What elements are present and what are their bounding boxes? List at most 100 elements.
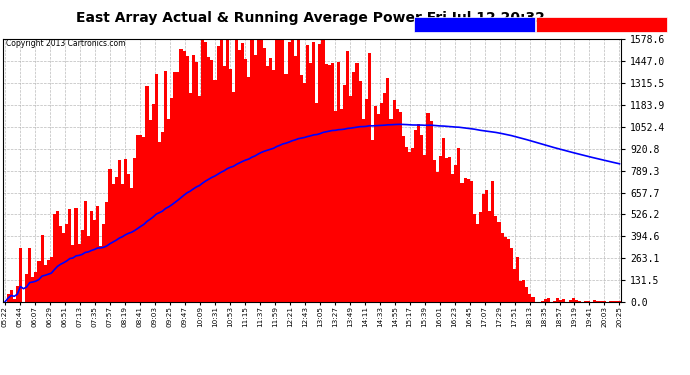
Bar: [331, 63, 334, 302]
Bar: [519, 281, 522, 302]
Bar: [223, 66, 226, 302]
Bar: [424, 155, 426, 302]
Bar: [362, 119, 365, 302]
Bar: [87, 236, 90, 302]
Bar: [34, 272, 37, 302]
Bar: [81, 230, 83, 302]
Bar: [284, 74, 288, 302]
Bar: [257, 1, 259, 302]
Bar: [353, 72, 355, 302]
Bar: [173, 72, 177, 302]
Bar: [142, 138, 146, 302]
Bar: [152, 104, 155, 302]
Bar: [460, 183, 464, 302]
Bar: [130, 188, 133, 302]
Bar: [436, 171, 439, 302]
Bar: [529, 294, 531, 302]
Bar: [294, 56, 297, 302]
Bar: [587, 301, 590, 302]
Bar: [186, 56, 189, 302]
Bar: [300, 75, 303, 302]
Bar: [322, 3, 324, 302]
Bar: [282, 17, 284, 302]
Bar: [99, 246, 102, 302]
Bar: [139, 135, 142, 302]
Bar: [121, 184, 124, 302]
Bar: [47, 260, 50, 302]
Bar: [374, 106, 377, 302]
Bar: [495, 216, 497, 302]
Bar: [288, 42, 290, 302]
Bar: [167, 119, 170, 302]
Bar: [556, 298, 559, 302]
Bar: [158, 142, 161, 302]
Bar: [253, 56, 257, 302]
Bar: [371, 140, 374, 302]
Bar: [600, 301, 602, 302]
Bar: [383, 93, 386, 302]
Bar: [148, 120, 152, 302]
Bar: [164, 70, 167, 302]
Bar: [315, 103, 318, 302]
Bar: [593, 300, 596, 302]
Bar: [442, 138, 445, 302]
Bar: [414, 130, 417, 302]
Bar: [402, 136, 405, 302]
Text: Copyright 2013 Cartronics.com: Copyright 2013 Cartronics.com: [6, 39, 125, 48]
Bar: [266, 66, 269, 302]
Bar: [102, 224, 106, 302]
Bar: [575, 300, 578, 302]
Bar: [489, 211, 491, 302]
Bar: [445, 158, 448, 302]
Bar: [201, 32, 204, 302]
Bar: [65, 225, 68, 302]
Bar: [346, 51, 349, 302]
Bar: [244, 59, 248, 302]
Bar: [278, 39, 282, 302]
Bar: [133, 158, 136, 302]
Bar: [562, 299, 565, 302]
Bar: [56, 211, 59, 302]
Bar: [612, 301, 615, 302]
Bar: [303, 83, 306, 302]
Bar: [210, 60, 213, 302]
Bar: [170, 98, 173, 302]
Bar: [457, 148, 460, 302]
Bar: [386, 78, 389, 302]
Bar: [146, 86, 148, 302]
Bar: [93, 220, 96, 302]
Bar: [195, 62, 198, 302]
Bar: [615, 301, 618, 302]
Bar: [312, 42, 315, 302]
Bar: [559, 300, 562, 302]
Bar: [115, 177, 118, 302]
Bar: [179, 49, 183, 302]
Bar: [59, 226, 62, 302]
Bar: [192, 55, 195, 302]
Bar: [522, 280, 525, 302]
Bar: [213, 80, 217, 302]
Bar: [37, 261, 41, 302]
Bar: [10, 290, 12, 302]
Bar: [183, 51, 186, 302]
Bar: [106, 201, 108, 302]
Bar: [263, 48, 266, 302]
Bar: [16, 286, 19, 302]
Bar: [451, 174, 454, 302]
Bar: [318, 44, 322, 302]
Bar: [544, 298, 547, 302]
Bar: [547, 298, 550, 302]
Bar: [198, 96, 201, 302]
Bar: [77, 244, 81, 302]
Bar: [155, 74, 158, 302]
Bar: [118, 160, 121, 302]
Bar: [96, 206, 99, 302]
Bar: [377, 114, 380, 302]
Bar: [411, 148, 414, 302]
Bar: [31, 277, 34, 302]
Bar: [473, 214, 476, 302]
Bar: [497, 222, 500, 302]
Bar: [219, 38, 223, 302]
Bar: [464, 178, 466, 302]
Bar: [433, 160, 436, 302]
